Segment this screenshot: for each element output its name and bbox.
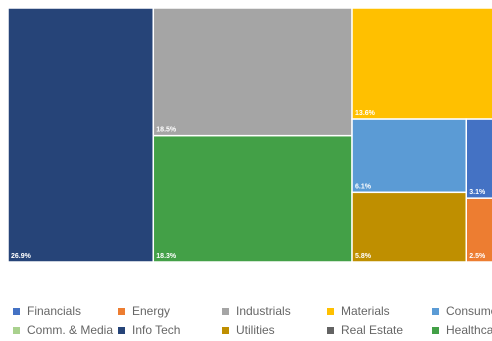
legend-label: Financials: [27, 304, 82, 318]
treemap-svg: 26.9% 18.5% 18.3% 13.6% 6.1% 5.8% 3.1% 2.5%: [7, 7, 492, 263]
data-label-info-tech: 26.9%: [11, 253, 32, 260]
treemap-tile-consumer: [351, 118, 468, 194]
legend-swatch: [118, 326, 125, 334]
legend-swatch: [13, 326, 20, 334]
legend-label: Comm. & Media: [27, 323, 114, 337]
data-label-financials: 3.1%: [469, 189, 486, 196]
legend-item-energy: Energy: [118, 304, 170, 318]
legend-label: Industrials: [236, 304, 291, 318]
legend-label: Materials: [341, 304, 390, 318]
data-label-healthcare: 18.3%: [156, 253, 177, 260]
data-label-utilities: 5.8%: [355, 253, 372, 260]
legend-label: Energy: [132, 304, 171, 318]
legend-item-real-estate: Real Estate: [327, 323, 403, 337]
legend-swatch: [432, 326, 439, 334]
legend-label: Info Tech: [132, 323, 181, 337]
legend-label: Consumer: [446, 304, 492, 318]
legend-label: Utilities: [236, 323, 275, 337]
treemap-tile-materials: [351, 7, 492, 120]
legend-label: Real Estate: [341, 323, 404, 337]
legend-item-industrials: Industrials: [222, 304, 291, 318]
data-label-energy: 2.5%: [469, 253, 486, 260]
legend-item-comm-media: Comm. & Media: [13, 323, 113, 337]
treemap-tile-utilities: [351, 191, 468, 263]
treemap-tile-info-tech: [7, 7, 155, 263]
legend-item-financials: Financials: [13, 304, 81, 318]
legend-label: Healthcare: [446, 323, 492, 337]
treemap-tile-financials: [465, 118, 492, 199]
treemap-tile-energy: [465, 197, 492, 263]
legend-item-utilities: Utilities: [222, 323, 275, 337]
legend-item-consumer: Consumer: [432, 304, 492, 318]
legend-swatch: [327, 307, 334, 315]
data-label-industrials: 18.5%: [156, 127, 177, 134]
treemap-chart: 26.9% 18.5% 18.3% 13.6% 6.1% 5.8% 3.1% 2.5%: [7, 7, 492, 263]
legend-swatch: [118, 307, 125, 315]
legend-swatch: [13, 307, 20, 315]
treemap-tile-healthcare: [152, 134, 353, 263]
legend-item-healthcare: Healthcare: [432, 323, 492, 337]
legend-item-materials: Materials: [327, 304, 390, 318]
chart-legend: Financials Energy Industrials Materials …: [0, 296, 492, 341]
treemap-tile-industrials: [152, 7, 353, 137]
legend-swatch: [327, 326, 334, 334]
legend-swatch: [222, 307, 229, 315]
legend-item-info-tech: Info Tech: [118, 323, 180, 337]
data-label-materials: 13.6%: [355, 110, 376, 117]
legend-swatch: [222, 326, 229, 334]
data-label-consumer: 6.1%: [355, 183, 372, 190]
legend-swatch: [432, 307, 439, 315]
